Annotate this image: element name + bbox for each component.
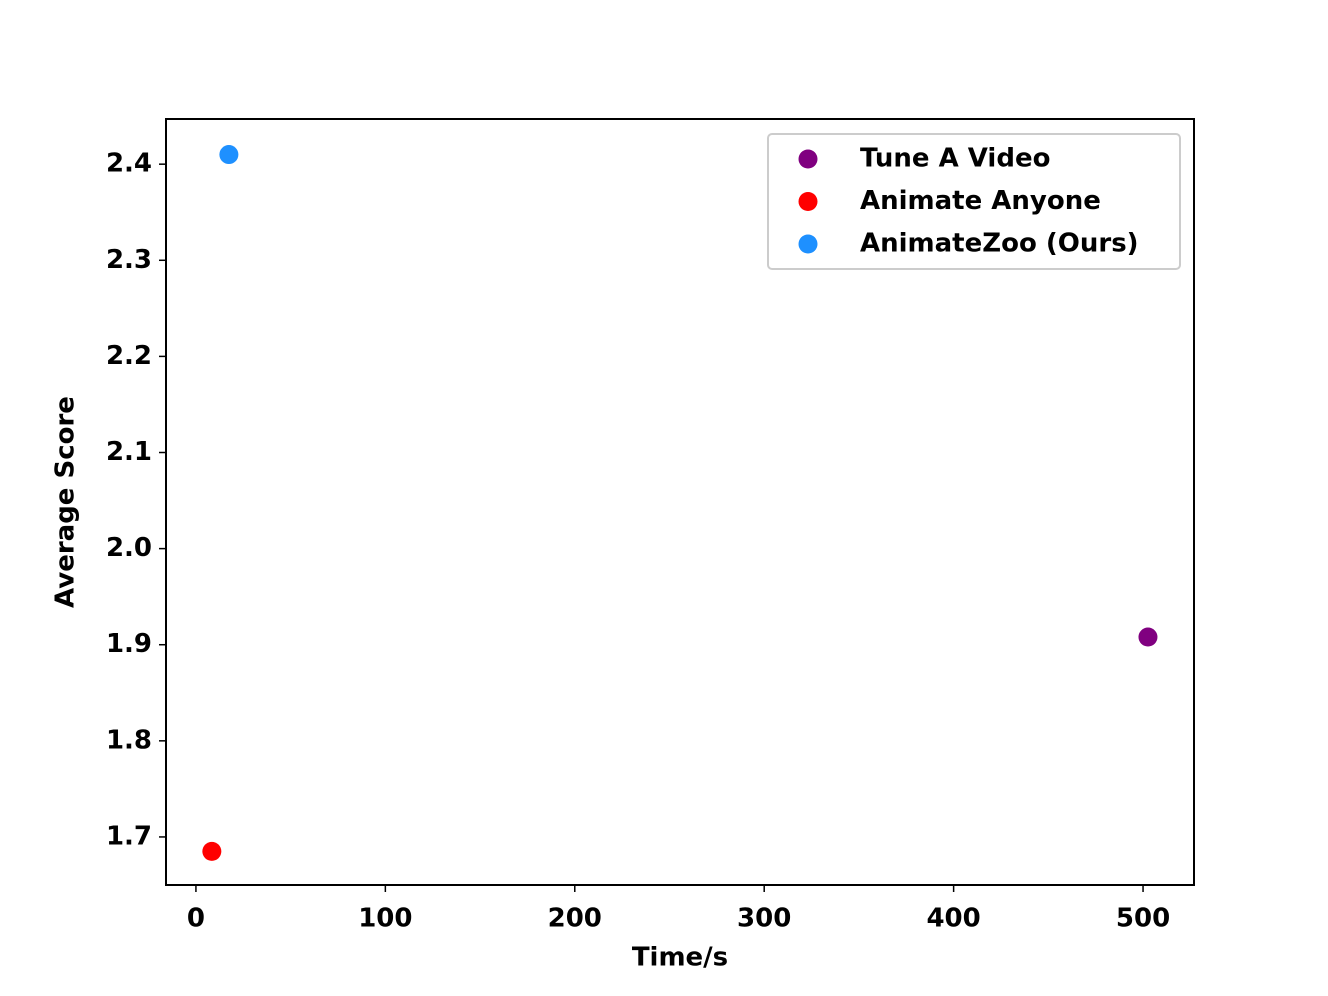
scatter-point (202, 841, 222, 861)
y-tick-label: 1.9 (106, 629, 152, 659)
legend-marker (798, 234, 818, 254)
y-tick-label: 2.3 (106, 245, 152, 275)
x-axis-label: Time/s (632, 943, 728, 973)
y-tick-label: 2.2 (106, 341, 152, 371)
x-tick-label: 0 (187, 904, 205, 934)
y-tick-label: 2.1 (106, 437, 152, 467)
plot-frame (165, 118, 1195, 886)
x-tick-label: 100 (358, 904, 412, 934)
legend-label: Animate Anyone (860, 186, 1101, 216)
x-tick-label: 300 (737, 904, 791, 934)
legend-label: Tune A Video (860, 144, 1050, 174)
y-tick-label: 1.8 (106, 725, 152, 755)
y-tick-label: 2.4 (106, 149, 152, 179)
legend-box (767, 133, 1181, 270)
legend-marker (798, 149, 818, 169)
x-tick-label: 200 (548, 904, 602, 934)
x-tick-label: 500 (1116, 904, 1170, 934)
scatter-point (219, 145, 239, 165)
y-tick-label: 2.0 (106, 533, 152, 563)
y-tick-label: 1.7 (106, 821, 152, 851)
x-tick-label: 400 (926, 904, 980, 934)
legend-marker (798, 192, 818, 211)
legend-label: AnimateZoo (Ours) (860, 229, 1139, 259)
y-axis-label: Average Score (51, 396, 81, 608)
scatter-point (1138, 627, 1158, 647)
